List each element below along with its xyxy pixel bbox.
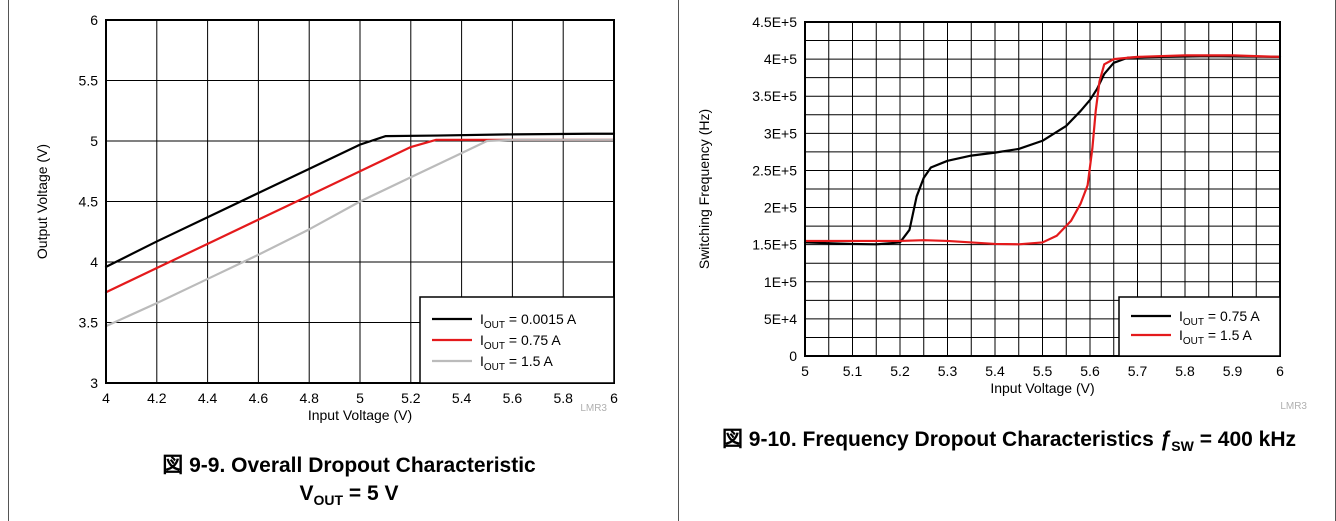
figure-caption-9-10: 図 9-10. Frequency Dropout Characteristic… [689,426,1329,455]
x-tick-label: 5 [356,390,364,406]
series-line-1 [803,54,1282,246]
legend-entry-0: IOUT = 0.0015 A [480,311,577,331]
y-tick-label: 3.5 [79,315,99,331]
y-tick-label: 3 [90,375,98,391]
x-tick-label: 5.5 [1033,363,1053,379]
x-axis-label: Input Voltage (V) [308,407,412,423]
y-tick-label: 3.5E+5 [752,88,797,104]
y-tick-label: 0 [789,348,797,364]
x-tick-label: 5.3 [938,363,958,379]
series-line-2 [104,138,616,328]
watermark-text: LMR3 [1280,401,1307,412]
caption-title-sub: SW [1171,438,1194,454]
x-tick-label: 4.4 [198,390,218,406]
y-tick-label: 4 [90,254,98,270]
caption-line2-sub: OUT [313,492,344,508]
caption-title: Overall Dropout Characteristic [231,454,536,477]
x-tick-label: 6 [1276,363,1284,379]
caption-line2-rest: = 5 V [343,482,399,505]
chart-panel-right: 5 5.1 5.2 5.3 5.4 5.5 5.6 5.7 5.8 5.9 6 0 5E+4 1E+5 1.… [678,0,1336,521]
x-tick-label: 4.2 [147,390,167,406]
legend-entry-0: IOUT = 0.75 A [1179,308,1260,328]
x-tick-label: 4 [102,390,110,406]
x-tick-label: 5.1 [843,363,863,379]
legend-entry-1: IOUT = 0.75 A [480,332,561,352]
series-line-0 [803,55,1282,246]
x-tick-label: 5.8 [1175,363,1195,379]
x-tick-label: 5.4 [985,363,1005,379]
caption-title-f: ƒ [1159,428,1172,451]
legend-entry-2: IOUT = 1.5 A [480,353,554,373]
y-tick-label: 4.5E+5 [752,14,797,30]
x-tick-label: 5.9 [1223,363,1243,379]
x-tick-label: 4.6 [249,390,269,406]
x-tick-label: 5.2 [890,363,910,379]
x-tick-label: 5.4 [452,390,472,406]
caption-figure-number: 図 9-9. [162,454,226,477]
y-tick-label: 6 [90,12,98,28]
x-tick-label: 4.8 [299,390,319,406]
series-line-0 [104,132,616,268]
y-tick-label: 1.5E+5 [752,237,797,253]
y-tick-label: 4.5 [79,194,99,210]
series-line-1 [104,138,616,294]
y-tick-label: 5E+4 [764,311,797,327]
x-tick-label: 5.6 [503,390,523,406]
caption-figure-number: 図 9-10. [721,428,797,451]
caption-title: Frequency Dropout Characteristics [802,428,1160,451]
caption-title-rest: = 400 kHz [1193,428,1297,451]
switching-frequency-chart: 5 5.1 5.2 5.3 5.4 5.5 5.6 5.7 5.8 5.9 6 0 5E+4 1E+5 1.… [696,14,1307,412]
y-tick-label: 2E+5 [764,200,797,216]
caption-line2-main: V [299,482,314,505]
watermark-text: LMR3 [580,403,607,414]
y-tick-label: 2.5E+5 [752,162,797,178]
y-tick-label: 5.5 [79,73,99,89]
x-tick-label: 5.2 [401,390,421,406]
x-axis-label: Input Voltage (V) [990,380,1094,396]
x-tick-label: 5.7 [1128,363,1148,379]
legend-box [1118,296,1281,357]
legend-entry-1: IOUT = 1.5 A [1179,327,1253,347]
x-tick-label: 5 [801,363,809,379]
y-axis-label: Output Voltage (V) [34,144,50,259]
output-voltage-chart: 4 4.2 4.4 4.6 4.8 5 5.2 5.4 5.6 5.8 6 3 3.5 4 4.5 5 5.5 6… [34,12,618,423]
chart-panel-left: 4 4.2 4.4 4.6 4.8 5 5.2 5.4 5.6 5.8 6 3 3.5 4 4.5 5 5.5 6… [8,0,678,521]
y-tick-label: 1E+5 [764,274,797,290]
x-tick-label: 5.8 [553,390,573,406]
x-tick-label: 6 [610,390,618,406]
y-tick-label: 4E+5 [764,51,797,67]
figure-caption-9-9: 図 9-9. Overall Dropout Characteristic VO… [39,452,659,509]
y-tick-label: 3E+5 [764,125,797,141]
x-tick-label: 5.6 [1080,363,1100,379]
y-axis-label: Switching Frequency (Hz) [696,109,712,269]
plot-area-frame [105,19,615,384]
y-tick-label: 5 [90,133,98,149]
plot-area-frame [804,21,1281,357]
